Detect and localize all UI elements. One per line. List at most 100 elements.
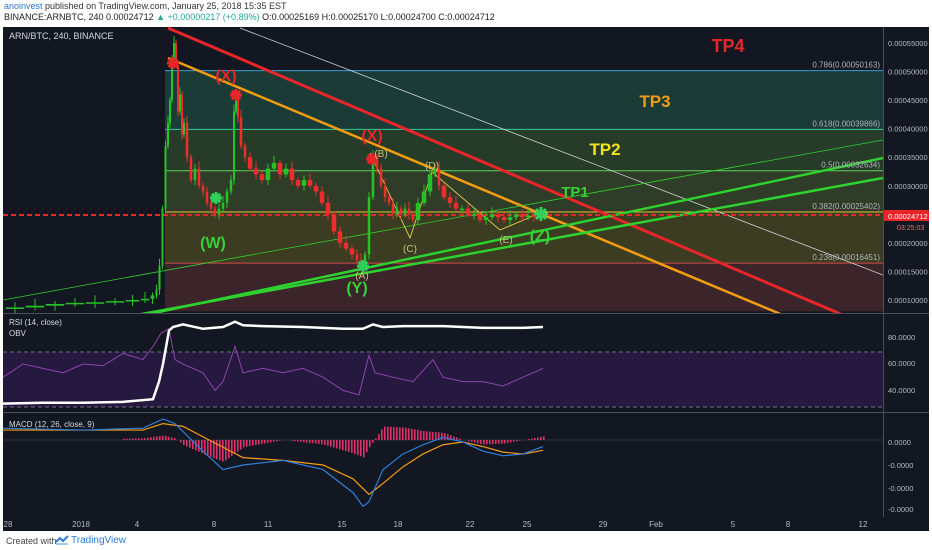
- macd-hist-bar: [312, 440, 314, 444]
- candle-body: [185, 122, 189, 158]
- fib-level-label: 0.618(0.00039866): [812, 119, 880, 128]
- rsi-tick-label: 60.0000: [888, 359, 915, 368]
- macd-hist-bar: [405, 427, 407, 440]
- macd-hist-bar: [441, 432, 443, 440]
- macd-hist-bar: [276, 440, 278, 442]
- publish-info: anoinvest published on TradingView.com, …: [4, 1, 287, 11]
- tradingview-logo-icon[interactable]: [55, 534, 69, 546]
- channel-line-bottom[interactable]: [120, 176, 883, 318]
- macd-hist-bar: [183, 440, 185, 446]
- candle-body: [167, 122, 169, 146]
- macd-hist-bar: [162, 435, 164, 440]
- macd-tick-label: 0.0000: [888, 438, 911, 447]
- candle-body: [213, 208, 217, 215]
- macd-hist-bar: [357, 440, 359, 456]
- trendline-red[interactable]: [167, 27, 850, 318]
- price-tick-label: 0.00050000: [888, 68, 928, 77]
- candle-body: [525, 215, 531, 218]
- macd-hist-bar: [432, 431, 434, 440]
- channel-line-thin[interactable]: [3, 139, 883, 301]
- candle-body: [387, 197, 391, 203]
- candle-body: [319, 191, 325, 203]
- time-tick-label: 28: [4, 520, 13, 529]
- trend-lines[interactable]: [3, 27, 883, 318]
- candle-body: [437, 168, 441, 186]
- macd-hist-bar: [264, 440, 266, 444]
- macd-hist-bar: [510, 440, 512, 443]
- price-tick-label: 0.00030000: [888, 182, 928, 191]
- candle-body: [421, 191, 427, 203]
- trading-chart[interactable]: ARN/BTC, 240, BINANCE TP4 TP3 TP2 TP1 (X) (X) (…: [0, 24, 932, 532]
- macd-hist-bar: [447, 434, 449, 440]
- price-tick-label: 0.00035000: [888, 153, 928, 162]
- macd-hist-bar: [216, 440, 218, 460]
- rsi-pane[interactable]: [3, 320, 883, 408]
- price-change: ▲ +0.00000217 (+0.89%): [156, 12, 260, 22]
- macd-hist-bar: [297, 440, 299, 442]
- macd-hist-bar: [375, 438, 377, 440]
- rsi-band: [3, 352, 883, 407]
- wave-markers: [167, 57, 548, 272]
- macd-tick-label: -0.0000: [888, 505, 913, 514]
- macd-pane[interactable]: [3, 418, 883, 508]
- candle-body: [495, 214, 501, 218]
- macd-hist-bar: [531, 438, 533, 440]
- price-candles[interactable]: [5, 36, 545, 314]
- macd-hist-bar: [495, 440, 497, 444]
- macd-hist-bar: [534, 438, 536, 440]
- candle-body: [349, 248, 355, 255]
- macd-hist-bar: [279, 440, 281, 441]
- price-tick-label: 0.00015000: [888, 267, 928, 276]
- candle-body: [265, 168, 271, 181]
- macd-hist-bar: [225, 440, 227, 461]
- macd-hist-bar: [423, 431, 425, 440]
- macd-hist-bar: [348, 440, 350, 452]
- macd-hist-bar: [129, 438, 131, 440]
- candle-body: [105, 301, 125, 303]
- candle-body: [433, 168, 437, 175]
- trendline-orange[interactable]: [167, 56, 790, 318]
- macd-hist-bar: [126, 438, 128, 440]
- fib-level-label: 0.5(0.00032634): [821, 161, 880, 170]
- macd-hist-bar: [372, 440, 374, 443]
- candle-body: [155, 289, 158, 296]
- rsi-tick-label: 40.0000: [888, 386, 915, 395]
- macd-hist-bar: [336, 440, 338, 449]
- candle-body: [259, 174, 265, 181]
- author-link[interactable]: anoinvest: [4, 1, 43, 11]
- macd-hist-bar: [528, 439, 530, 440]
- macd-hist-bar: [234, 440, 236, 454]
- candle-body: [181, 94, 183, 135]
- candle-body: [173, 43, 175, 61]
- macd-hist-bar: [198, 440, 200, 452]
- chart-title: ARN/BTC, 240, BINANCE: [9, 31, 114, 41]
- macd-hist-bar: [474, 440, 476, 443]
- macd-hist-bar: [483, 440, 485, 445]
- macd-hist-bar: [351, 440, 353, 453]
- time-tick-label: 22: [466, 520, 475, 529]
- macd-hist-bar: [219, 440, 221, 461]
- macd-hist-bar: [456, 437, 458, 440]
- rsi-title: RSI (14, close): [9, 318, 62, 327]
- candle-body: [253, 168, 259, 175]
- candle-body: [209, 202, 213, 209]
- time-tick-label: 25: [523, 520, 532, 529]
- time-tick-label: 29: [599, 520, 608, 529]
- tradingview-brand[interactable]: TradingView: [71, 535, 127, 546]
- fibonacci-retracement[interactable]: [165, 70, 883, 312]
- channel-line-top[interactable]: [140, 156, 883, 316]
- wave-label: (X): [215, 68, 236, 85]
- trendline-white[interactable]: [239, 27, 883, 276]
- symbol-ohlc: BINANCE:ARNBTC, 240 0.00024712 ▲ +0.0000…: [4, 12, 495, 22]
- macd-hist-bar: [492, 440, 494, 445]
- macd-hist-bar: [393, 426, 395, 440]
- candle-body: [471, 214, 477, 216]
- footer: Created with TradingView: [0, 532, 932, 550]
- macd-hist-bar: [174, 438, 176, 440]
- candle-body: [177, 65, 179, 112]
- macd-hist-bar: [222, 440, 224, 462]
- wave-label: (X): [361, 128, 382, 145]
- macd-hist-bar: [399, 427, 401, 440]
- price-axis: [883, 27, 929, 517]
- macd-hist-bar: [459, 438, 461, 440]
